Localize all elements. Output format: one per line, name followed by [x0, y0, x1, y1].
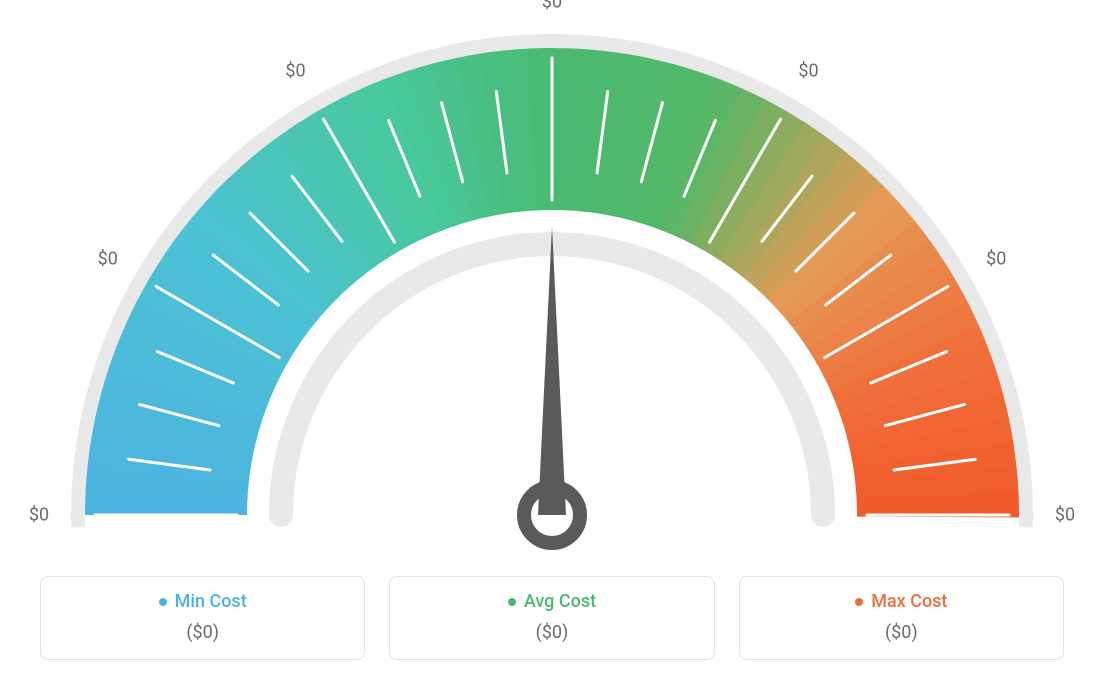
- gauge-scale-label: $0: [798, 60, 818, 81]
- gauge-scale-label: $0: [29, 505, 49, 526]
- legend-label-avg: Avg Cost: [524, 591, 596, 612]
- legend-card-min: Min Cost ($0): [40, 576, 365, 661]
- legend-dot-avg: [508, 598, 516, 606]
- legend-value-max: ($0): [750, 622, 1053, 643]
- legend-label-max: Max Cost: [871, 591, 947, 612]
- gauge-scale-label: $0: [285, 60, 305, 81]
- legend-title-min: Min Cost: [159, 591, 247, 612]
- gauge-chart-container: $0 $0 $0 $0 $0 $0 $0 Min Cost ($0) Avg Cost ($…: [0, 0, 1104, 690]
- gauge-scale-label: $0: [542, 0, 562, 13]
- legend-card-max: Max Cost ($0): [739, 576, 1064, 661]
- gauge-wrap: $0$0$0$0$0$0$0: [32, 10, 1072, 550]
- legend-title-max: Max Cost: [855, 591, 947, 612]
- gauge-svg: [32, 10, 1072, 550]
- legend-row: Min Cost ($0) Avg Cost ($0) Max Cost ($0…: [40, 576, 1064, 661]
- legend-dot-min: [159, 598, 167, 606]
- gauge-scale-label: $0: [98, 248, 118, 269]
- legend-label-min: Min Cost: [175, 591, 247, 612]
- gauge-scale-label: $0: [986, 248, 1006, 269]
- legend-card-avg: Avg Cost ($0): [389, 576, 714, 661]
- legend-value-min: ($0): [51, 622, 354, 643]
- legend-dot-max: [855, 598, 863, 606]
- legend-value-avg: ($0): [400, 622, 703, 643]
- legend-title-avg: Avg Cost: [508, 591, 596, 612]
- gauge-scale-label: $0: [1055, 505, 1075, 526]
